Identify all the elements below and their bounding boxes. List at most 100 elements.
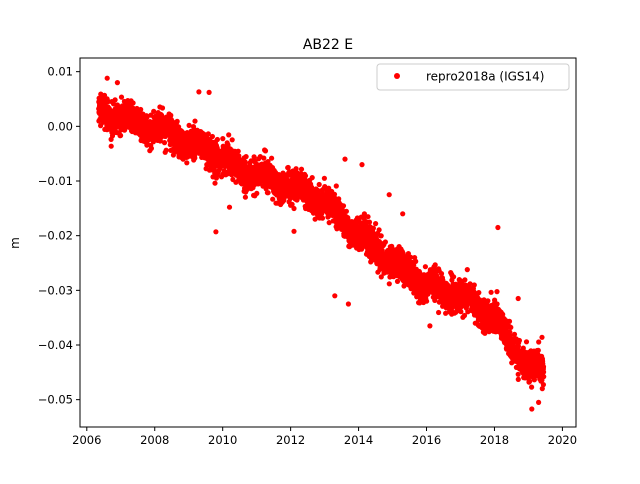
data-point (458, 309, 464, 315)
y-tick-label: −0.01 (38, 174, 73, 188)
data-point (161, 140, 168, 146)
data-point (269, 155, 275, 161)
chart-title: AB22 E (303, 37, 353, 53)
data-point (507, 329, 513, 335)
data-point (541, 374, 547, 380)
data-point (508, 324, 514, 330)
data-point (293, 166, 299, 172)
data-point (500, 311, 506, 317)
data-point (438, 271, 445, 277)
data-point (540, 364, 547, 370)
data-point (130, 100, 136, 106)
data-point (527, 378, 533, 384)
x-axis: 2006 2008 2010 2012 2014 2016 2018 2020 (72, 427, 577, 447)
data-point (516, 337, 523, 344)
y-axis-label: m (8, 237, 22, 249)
data-point (262, 148, 269, 154)
data-point (265, 159, 271, 165)
data-point (451, 274, 457, 280)
y-tick-label: −0.05 (38, 393, 73, 407)
data-point (159, 105, 166, 111)
x-tick-label: 2012 (276, 433, 305, 447)
data-point (467, 281, 473, 287)
y-axis: 0.010.00−0.01−0.02−0.03−0.04−0.05 (38, 65, 80, 407)
data-point (251, 154, 257, 160)
x-tick-label: 2006 (72, 433, 101, 447)
data-point (114, 80, 120, 86)
data-point (494, 289, 500, 295)
data-point (376, 227, 382, 233)
data-point (535, 347, 541, 353)
data-point (379, 247, 385, 253)
data-point (196, 89, 202, 95)
data-point (359, 162, 365, 168)
data-point (511, 331, 518, 337)
data-point (186, 122, 192, 128)
data-point (206, 89, 212, 95)
data-point (432, 262, 438, 268)
legend: repro2018a (IGS14) (376, 63, 570, 91)
data-point (378, 233, 384, 239)
legend-box (376, 63, 570, 91)
data-point (333, 183, 339, 189)
data-point (118, 132, 124, 139)
data-point (138, 106, 144, 113)
data-point (229, 137, 235, 143)
data-point (108, 143, 114, 149)
data-point (214, 136, 220, 143)
data-point (515, 295, 521, 302)
data-point (340, 203, 347, 209)
data-point (112, 97, 118, 103)
y-tick-label: −0.02 (38, 229, 73, 243)
data-point (270, 196, 276, 202)
data-point (225, 142, 231, 148)
data-point (378, 274, 384, 280)
data-point (226, 132, 232, 138)
data-point (343, 208, 349, 214)
data-point (144, 114, 150, 120)
data-point (539, 334, 545, 340)
data-point (294, 197, 300, 203)
data-point (382, 239, 388, 245)
data-point (434, 273, 440, 279)
data-point (342, 156, 348, 162)
data-point (515, 371, 521, 377)
y-tick-label: 0.01 (47, 65, 73, 79)
data-point (361, 211, 367, 217)
data-point (148, 145, 154, 151)
data-point (104, 75, 110, 81)
data-point (291, 228, 297, 234)
data-point (541, 369, 547, 375)
legend-label: repro2018a (IGS14) (426, 70, 544, 84)
data-point (316, 181, 322, 188)
data-point (242, 194, 248, 200)
data-point (265, 190, 271, 196)
data-point (319, 215, 326, 221)
data-point (531, 377, 538, 383)
data-point (476, 290, 482, 296)
x-tick-label: 2008 (140, 433, 169, 447)
data-point (365, 214, 371, 220)
data-point (302, 173, 309, 179)
data-point (212, 180, 218, 186)
data-point (243, 154, 249, 160)
data-point (151, 108, 157, 114)
data-point (150, 139, 156, 145)
data-point (440, 277, 446, 283)
data-point (417, 299, 423, 305)
data-point (386, 281, 392, 287)
data-point (242, 159, 248, 165)
x-tick-label: 2010 (208, 433, 237, 447)
y-tick-label: −0.03 (38, 283, 73, 297)
data-point (408, 254, 414, 260)
data-point (366, 219, 373, 225)
data-point (495, 224, 501, 231)
x-tick-label: 2018 (480, 433, 509, 447)
data-point (289, 201, 295, 207)
data-point (462, 277, 468, 283)
data-point (424, 298, 430, 304)
data-point (254, 190, 260, 196)
y-tick-label: −0.04 (38, 338, 73, 352)
